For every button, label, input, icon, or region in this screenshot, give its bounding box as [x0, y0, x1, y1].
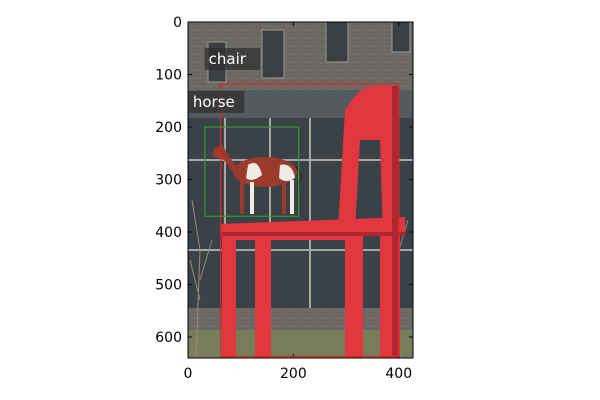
y-tick-label: 600: [155, 330, 182, 346]
horse-label: horse: [193, 93, 235, 111]
x-tick-label: 0: [184, 366, 193, 382]
horse-bounding-box: [204, 126, 300, 217]
detections-layer: chair horse: [188, 47, 400, 358]
chair-bounding-box: [220, 83, 400, 358]
chair-label-background: [204, 47, 261, 70]
y-tick-label: 100: [155, 68, 182, 84]
y-tick-label: 300: [155, 173, 182, 189]
horse-label-background: [188, 91, 245, 113]
x-tick-label: 400: [385, 366, 412, 382]
y-tick-label: 0: [173, 15, 182, 31]
x-tick-label: 200: [280, 366, 307, 382]
horse-sculpture: [212, 145, 304, 214]
y-tick-label: 500: [155, 278, 182, 294]
y-tick-label: 200: [155, 120, 182, 136]
chair-label: chair: [209, 50, 247, 68]
axes-frame: [187, 21, 414, 359]
chair-shading: [220, 86, 405, 356]
photo: [188, 22, 413, 358]
ground: [188, 330, 413, 358]
axis-ticks: 0 200 400 0 100 200 300 400 500 600: [155, 15, 413, 382]
y-tick-label: 400: [155, 225, 182, 241]
